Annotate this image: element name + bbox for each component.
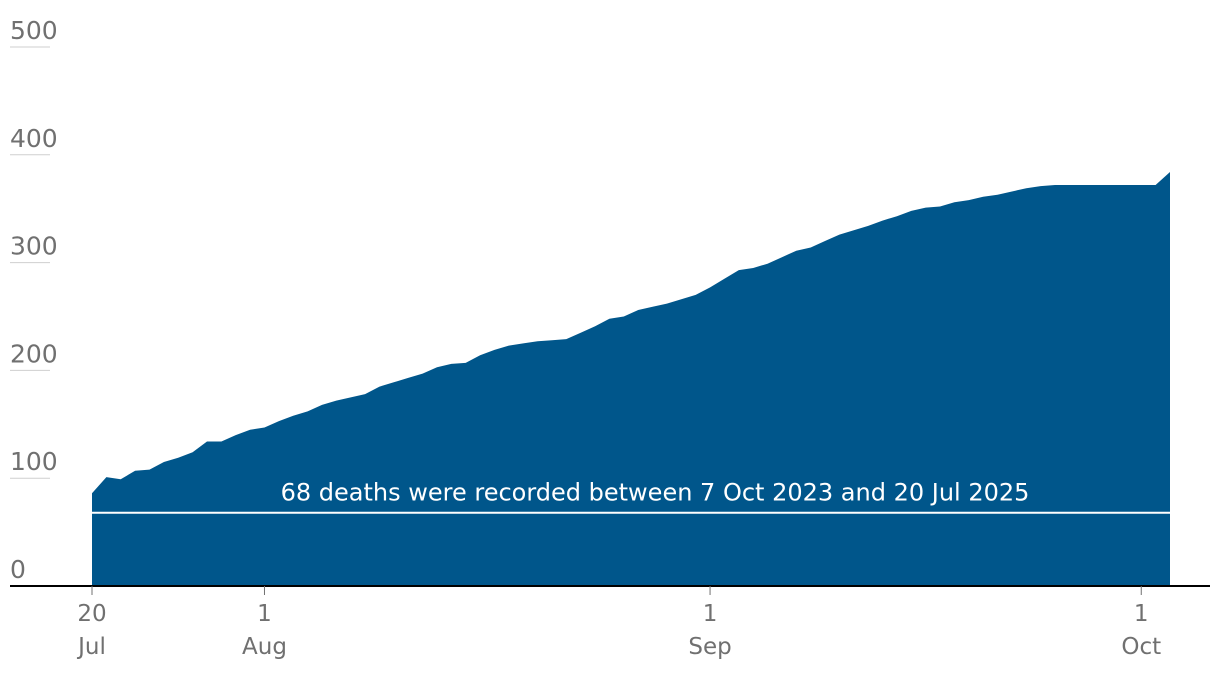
y-gridlines [10, 46, 50, 479]
reference-line-label: 68 deaths were recorded between 7 Oct 20… [281, 479, 1030, 507]
y-axis-tick-labels: 0 100 200 300 400 500 [10, 16, 58, 584]
x-tick-month-sep: Sep [688, 634, 731, 660]
x-axis-tick-labels: 20 Jul 1 Aug 1 Sep 1 Oct [76, 586, 1161, 660]
x-tick-day-sep: 1 [703, 601, 718, 627]
y-tick-label-200: 200 [10, 339, 58, 368]
x-tick-day-aug: 1 [257, 601, 272, 627]
y-tick-label-100: 100 [10, 447, 58, 476]
x-tick-day-jul: 20 [77, 601, 106, 627]
y-tick-label-300: 300 [10, 232, 58, 261]
deaths-area [92, 172, 1170, 586]
x-tick-month-oct: Oct [1121, 634, 1161, 660]
y-tick-label-0: 0 [10, 555, 26, 584]
x-tick-day-oct: 1 [1134, 601, 1149, 627]
x-tick-month-aug: Aug [242, 634, 287, 660]
y-tick-label-500: 500 [10, 16, 58, 45]
y-tick-label-400: 400 [10, 124, 58, 153]
x-tick-month-jul: Jul [76, 634, 106, 660]
